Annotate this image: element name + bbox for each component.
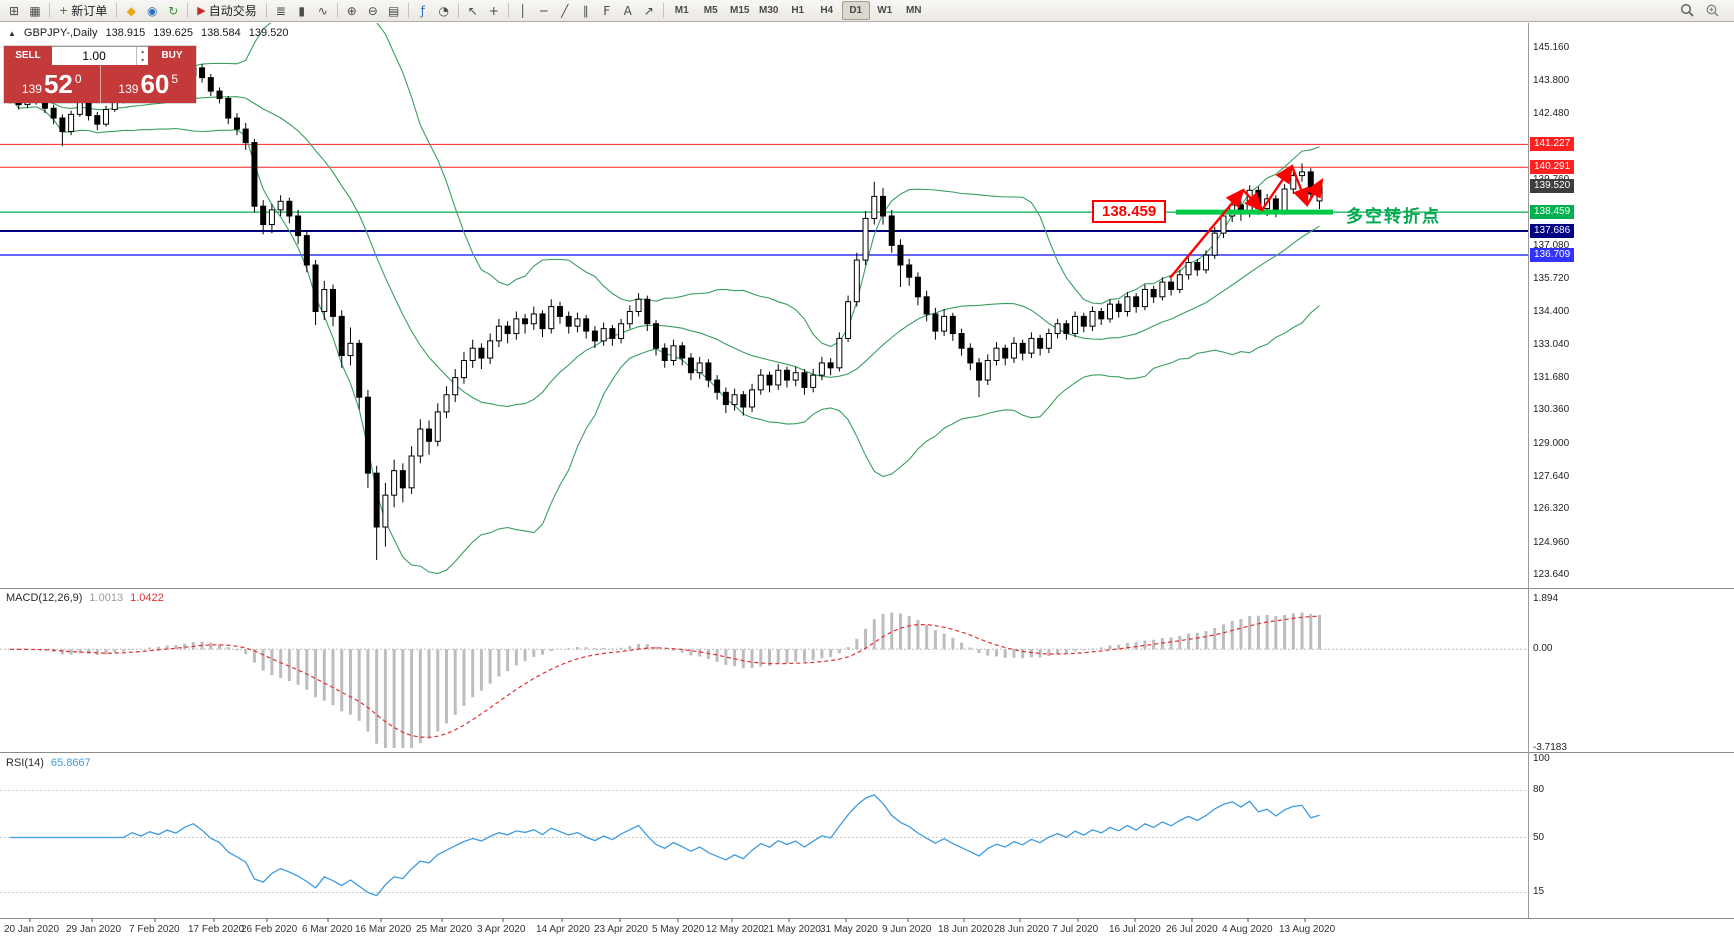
buy-button[interactable]: BUY (148, 46, 196, 65)
indicators-icon[interactable]: ƒ (420, 3, 425, 18)
fibonacci-icon[interactable]: F (603, 3, 611, 18)
timeframe-m1-button[interactable]: M1 (674, 5, 689, 16)
zoom-cursor-icon[interactable] (1702, 2, 1722, 20)
toolbar-separator (116, 3, 118, 18)
arrows-icon[interactable]: ↗ (643, 3, 654, 18)
turning-point-text: 多空转折点 (1346, 207, 1441, 226)
autotrading-button-icon: ▶ (197, 4, 206, 17)
toolbar-items: ⊞ ▦ + 新订单 ◆ ◉ ↻ ▶ 自动交易 ≣ ▮ ∿ ⊕ ⊖ ▤ ƒ ◔ ↖ + │ ─ ╱ ∥ F A ↗ M1 M5 M15 M3… (4, 1, 928, 20)
sell-price-button[interactable]: 139 52 0 (4, 65, 100, 103)
timeframe-m5-button[interactable]: M5 (703, 5, 718, 16)
new-order-button-label: 新订单 (71, 4, 108, 18)
sell-price-sup: 0 (74, 71, 82, 86)
market-watch-icon[interactable]: ◉ (146, 3, 158, 18)
chart-profiles-icon[interactable]: ▦ (29, 3, 41, 18)
lot-spinner: ▴ ▾ (136, 47, 148, 65)
toolbar: ⊞ ▦ + 新订单 ◆ ◉ ↻ ▶ 自动交易 ≣ ▮ ∿ ⊕ ⊖ ▤ ƒ ◔ ↖ + │ ─ ╱ ∥ F A ↗ M1 M5 M15 M3… (0, 0, 1734, 22)
candlestick-chart-icon[interactable]: ▮ (298, 3, 306, 18)
price-annotation-box: 138.459 (1092, 200, 1167, 223)
timeframe-h1-button[interactable]: H1 (791, 5, 805, 16)
crosshair-icon[interactable]: + (488, 3, 499, 18)
channel-icon[interactable]: ∥ (582, 3, 589, 18)
text-label-icon[interactable]: A (623, 3, 632, 18)
timeframe-m15-button[interactable]: M15 (729, 5, 750, 16)
timeframe-w1-button[interactable]: W1 (877, 5, 893, 16)
toolbar-separator (336, 3, 338, 18)
lot-increment-icon[interactable]: ▴ (141, 48, 145, 55)
timeframe-m30-button[interactable]: M30 (758, 5, 779, 16)
tile-windows-icon[interactable]: ▤ (388, 3, 400, 18)
rsi-name: RSI(14) (6, 757, 44, 769)
sell-button[interactable]: SELL (4, 46, 52, 65)
buy-price-prefix: 139 (118, 81, 139, 96)
toolbar-separator (457, 3, 459, 18)
toolbar-separator (407, 3, 409, 18)
horizontal-line-icon[interactable]: ─ (540, 3, 548, 18)
toolbar-separator (662, 3, 664, 18)
buy-price-sup: 5 (171, 71, 179, 86)
toolbar-right-group (1677, 2, 1730, 20)
objects-list-icon[interactable]: ◔ (438, 3, 449, 18)
search-icon[interactable] (1677, 2, 1697, 20)
ohlc-close: 139.520 (248, 27, 289, 39)
macd-signal-value: 1.0422 (130, 592, 164, 604)
autotrading-button[interactable]: ▶ 自动交易 (192, 2, 261, 20)
lot-size-field: ▴ ▾ (52, 46, 148, 65)
rsi-indicator-label: RSI(14) 65.8667 (6, 757, 91, 769)
symbol-title: GBPJPY-,Daily (23, 27, 98, 39)
chart-ohlc-line: ▲ GBPJPY-,Daily 138.915 139.625 138.584 … (8, 27, 289, 39)
line-chart-icon[interactable]: ∿ (317, 3, 328, 18)
autotrading-button-label: 自动交易 (208, 4, 257, 18)
sell-price-prefix: 139 (21, 81, 42, 96)
new-order-button-icon: + (59, 4, 69, 17)
toolbar-separator (507, 3, 509, 18)
lot-size-input[interactable] (52, 47, 137, 65)
timeframe-d1-button[interactable]: D1 (841, 1, 870, 20)
timeframe-mn-button[interactable]: MN (905, 5, 922, 16)
toolbar-separator (187, 3, 189, 18)
macd-indicator-label: MACD(12,26,9) 1.0013 1.0422 (6, 592, 164, 604)
refresh-icon[interactable]: ↻ (168, 3, 179, 18)
new-order-button[interactable]: + 新订单 (54, 2, 112, 20)
vertical-line-icon[interactable]: │ (519, 3, 527, 18)
ohlc-high: 139.625 (153, 27, 194, 39)
ohlc-low: 138.584 (201, 27, 241, 39)
zoom-out-icon[interactable]: ⊖ (367, 3, 378, 18)
toolbar-separator (49, 3, 50, 18)
bar-chart-icon[interactable]: ≣ (275, 3, 286, 18)
toolbar-separator (265, 3, 267, 18)
ohlc-open: 138.915 (105, 27, 146, 39)
timeframe-h4-button[interactable]: H4 (820, 5, 834, 16)
macd-main-value: 1.0013 (89, 592, 124, 604)
lot-decrement-icon[interactable]: ▾ (141, 57, 145, 64)
favorites-icon[interactable]: ◆ (126, 3, 136, 18)
cursor-icon[interactable]: ↖ (467, 3, 478, 18)
macd-name: MACD(12,26,9) (6, 592, 83, 604)
buy-price-button[interactable]: 139 60 5 (99, 65, 197, 103)
new-chart-icon[interactable]: ⊞ (8, 3, 20, 18)
sell-price-big: 52 (43, 69, 73, 99)
one-click-trading-panel: SELL ▴ ▾ BUY 139 52 0 139 60 5 (4, 46, 196, 103)
zoom-in-icon[interactable]: ⊕ (346, 3, 357, 18)
buy-price-big: 60 (140, 69, 170, 99)
rsi-value: 65.8667 (50, 757, 91, 769)
trendline-icon[interactable]: ╱ (561, 3, 569, 18)
one-click-collapse-icon[interactable]: ▲ (8, 28, 16, 38)
